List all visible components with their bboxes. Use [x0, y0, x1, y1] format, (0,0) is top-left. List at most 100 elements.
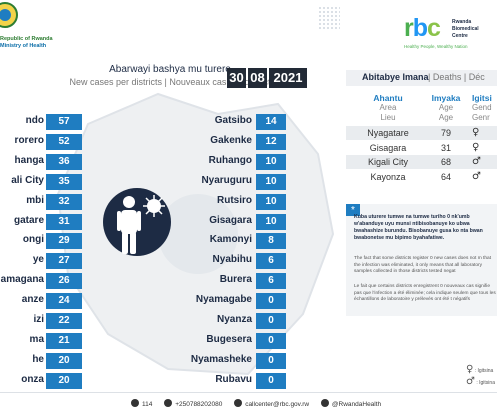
- col-gender-rw: Igitsi: [472, 93, 492, 103]
- district-row: Nyanza 0: [192, 313, 286, 329]
- district-name: Nyamasheke: [190, 353, 252, 365]
- district-name: Gatsibo: [214, 115, 252, 126]
- male-icon: ♂: [466, 376, 475, 387]
- ministry-name: Republic of Rwanda Ministry of Health: [0, 36, 53, 50]
- district-row: Nyamagabe 0: [192, 293, 286, 310]
- rwanda-seal-icon: [0, 2, 18, 28]
- district-case-count: 0: [256, 332, 286, 349]
- district-name: Kamonyi: [209, 234, 252, 246]
- col-area-header: Ahantu Area Lieu: [358, 93, 418, 123]
- footer-divider: [0, 392, 497, 393]
- rbc-letter-c: c: [427, 14, 441, 42]
- district-name: Gakenke: [210, 134, 252, 146]
- district-case-count: 22: [46, 313, 82, 329]
- page-title: Abarwayi bashya mu turere: [109, 64, 231, 75]
- district-case-count: 26: [46, 273, 82, 290]
- district-row: Burera 6: [192, 273, 286, 290]
- district-case-count: 10: [256, 193, 286, 210]
- district-row: Rutsiro 10: [192, 193, 286, 210]
- rbc-logo: rbc Rwanda Biomedical Centre Healthy Peo…: [404, 14, 497, 54]
- district-case-count: 0: [256, 372, 286, 389]
- district-case-count: 52: [46, 133, 82, 150]
- district-row: Nyabihu 6: [192, 253, 286, 270]
- district-name: mbi: [26, 194, 44, 206]
- district-name: hanga: [14, 154, 44, 166]
- date-day: 30: [227, 68, 246, 88]
- rbc-letter-b: b: [412, 14, 428, 42]
- country-line2: Ministry of Health: [0, 43, 47, 49]
- district-case-count: 12: [256, 133, 286, 150]
- col-area-fr: Lieu: [380, 113, 396, 122]
- footer-phone[interactable]: 114: [142, 401, 153, 408]
- district-row: Kamonyi 8: [192, 233, 286, 250]
- district-case-count: 27: [46, 253, 82, 270]
- col-gender-fr: Genr: [472, 113, 490, 122]
- deaths-tab-bar: Abitabye Imana | Deaths | Déc: [346, 70, 497, 86]
- note-kinyarwanda: Kuba uturere tumwe na tumwe turiho 0 nk'…: [354, 214, 483, 241]
- tab-deaths-active: Abitabye Imana: [362, 72, 429, 82]
- footer-whatsapp[interactable]: +250788202080: [175, 401, 223, 408]
- death-area: Kayonza: [370, 171, 406, 182]
- district-case-count: 10: [256, 173, 286, 190]
- death-row: Nyagatare 79 ♀: [346, 126, 497, 140]
- district-row: onza 20: [0, 372, 84, 389]
- rbc-name-line3: Centre: [452, 33, 468, 39]
- district-row: Gisagara 10: [192, 213, 286, 230]
- footer: 114 +250788202080 callcenter@rbc.gov.rw …: [0, 392, 497, 418]
- col-area-rw: Ahantu: [373, 93, 403, 103]
- district-row: Gatsibo 14: [192, 114, 286, 130]
- district-case-count: 57: [46, 114, 82, 130]
- district-name: Nyaruguru: [201, 174, 252, 186]
- district-case-count: 10: [256, 213, 286, 230]
- legend-female: ♀ : Igitsina: [466, 364, 493, 375]
- death-age: 31: [440, 142, 451, 153]
- legend-male-label: : Igitsina: [476, 380, 495, 386]
- page-subtitle: New cases per districts | Nouveaux cas p…: [69, 77, 271, 87]
- col-age-en: Age: [438, 103, 454, 112]
- footer-contacts: 114 +250788202080 callcenter@rbc.gov.rw …: [131, 399, 391, 408]
- phone-icon: [131, 399, 139, 407]
- district-name: ongi: [22, 234, 44, 246]
- whatsapp-icon: [164, 399, 173, 407]
- district-case-count: 20: [46, 372, 82, 389]
- district-case-count: 0: [256, 352, 286, 369]
- death-age: 64: [440, 171, 451, 182]
- district-case-count: 29: [46, 233, 82, 250]
- district-name: Ruhango: [208, 154, 252, 166]
- district-row: rorero 52: [0, 133, 84, 150]
- country-line1: Republic of Rwanda: [0, 36, 53, 42]
- district-name: Nyamagabe: [195, 294, 252, 306]
- legend-male: ♂ : Igitsina: [466, 376, 495, 387]
- gender-icon: ♂: [472, 156, 481, 167]
- death-area: Gisagara: [369, 142, 407, 153]
- district-name: ali City: [11, 174, 44, 186]
- footer-email[interactable]: callcenter@rbc.gov.rw: [245, 401, 310, 408]
- district-name: Nyabihu: [212, 254, 252, 266]
- district-row: Gakenke 12: [192, 133, 286, 150]
- district-name: amagana: [0, 274, 44, 286]
- col-age-header: Imyaka Age Age: [426, 93, 466, 123]
- district-name: ma: [29, 333, 44, 345]
- death-row: Kigali City 68 ♂: [346, 155, 497, 169]
- district-row: gatare 31: [0, 213, 84, 230]
- email-icon: [234, 399, 243, 407]
- district-row: ali City 35: [0, 173, 84, 190]
- note-english: The fact that some districts register 0 …: [354, 256, 492, 274]
- rbc-name-line2: Biomedical: [452, 26, 479, 32]
- district-case-count: 24: [46, 293, 82, 310]
- district-row: Bugesera 0: [192, 332, 286, 349]
- district-name: he: [32, 353, 44, 365]
- female-icon: ♀: [466, 364, 474, 375]
- footer-social-handle[interactable]: @RwandaHealth: [331, 401, 382, 408]
- district-name: Rutsiro: [217, 194, 252, 206]
- death-area: Nyagatare: [367, 128, 409, 138]
- tab-deaths-translations: | Deaths | Déc: [428, 72, 485, 82]
- district-name: Nyanza: [216, 314, 252, 325]
- district-row: he 20: [0, 352, 84, 369]
- death-row: Gisagara 31 ♀: [346, 141, 497, 155]
- col-gender-header: Igitsi Gend Genr: [472, 93, 497, 123]
- date-year: 2021: [269, 68, 307, 88]
- district-row: ye 27: [0, 253, 84, 270]
- zero-cases-note: * Kuba uturere tumwe na tumwe turiho 0 n…: [346, 204, 497, 316]
- col-area-en: Area: [379, 103, 397, 112]
